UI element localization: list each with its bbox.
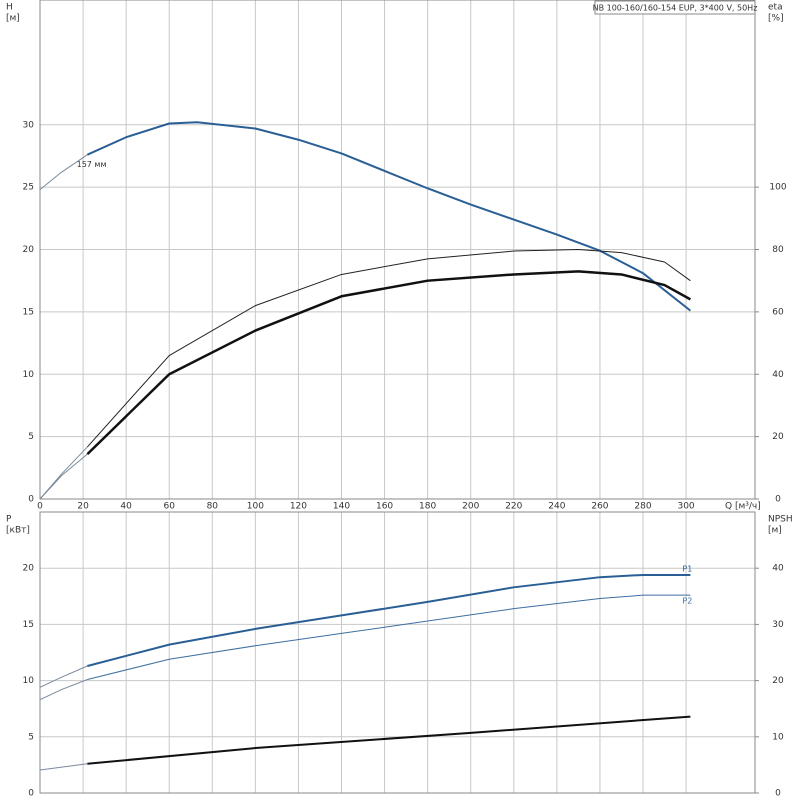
curve	[87, 715, 691, 765]
plot-frame	[39, 511, 756, 794]
curve	[39, 679, 88, 701]
x-tick-label: 140	[333, 502, 350, 512]
y2-tick-label: 20	[772, 676, 784, 686]
x-tick-label: 80	[207, 502, 219, 512]
title-box	[594, 0, 756, 15]
x-tick-label: 0	[37, 502, 43, 512]
y-tick-label: 20	[23, 245, 35, 255]
x-tick-label: 100	[247, 502, 264, 512]
y-tick-label: 20	[23, 564, 35, 574]
x-tick-label: 180	[419, 502, 436, 512]
y2-tick-label: 40	[772, 370, 784, 380]
x-tick-label: 60	[163, 502, 175, 512]
y-tick-label: 5	[28, 732, 34, 742]
y-tick-label: 25	[23, 183, 34, 193]
y2-tick-label: 20	[772, 432, 784, 442]
x-axis-label: Q [м³/ч]	[725, 502, 761, 512]
y2-tick-label: 10	[772, 732, 784, 742]
y-axis-label: [м]	[6, 14, 20, 24]
annotation: 157 мм	[77, 160, 107, 169]
curve	[86, 270, 691, 455]
y-tick-label: 30	[23, 120, 35, 130]
x-tick-label: 300	[677, 502, 694, 512]
y-tick-label: 5	[28, 432, 34, 442]
curve-label: P1	[682, 564, 692, 573]
y-tick-label: 0	[28, 495, 34, 505]
plot-frame	[39, 0, 756, 500]
curve	[39, 665, 88, 688]
y2-tick-label: 40	[772, 564, 784, 574]
y-axis-label: H	[6, 3, 13, 13]
x-tick-label: 240	[548, 502, 565, 512]
y2-tick-label: 0	[775, 789, 781, 799]
y-axis-label: P	[6, 515, 12, 525]
x-tick-label: 20	[77, 502, 89, 512]
x-tick-label: 40	[120, 502, 132, 512]
y2-tick-label: 60	[772, 307, 784, 317]
curve	[86, 121, 692, 312]
curve	[39, 154, 88, 191]
y-tick-label: 15	[23, 307, 34, 317]
curve-label: P2	[682, 597, 692, 606]
y-tick-label: 10	[23, 370, 35, 380]
curve	[87, 594, 691, 680]
x-tick-label: 200	[462, 502, 479, 512]
y2-tick-label: 100	[769, 183, 786, 193]
curve	[87, 573, 691, 667]
y-axis-label: [кВт]	[6, 526, 30, 536]
chart-title: NB 100-160/160-154 EUP, 3*400 V, 50Hz	[593, 4, 758, 13]
curve	[39, 453, 88, 500]
y2-axis-label: [%]	[768, 14, 784, 24]
y2-axis-label: NPSH	[768, 515, 793, 525]
y2-tick-label: 0	[775, 495, 781, 505]
y-tick-label: 15	[23, 620, 34, 630]
y2-tick-label: 30	[772, 620, 784, 630]
y2-axis-label: [м]	[768, 526, 782, 536]
y-tick-label: 0	[28, 789, 34, 799]
curve	[87, 249, 691, 448]
curve	[39, 763, 88, 771]
x-tick-label: 260	[591, 502, 608, 512]
y-tick-label: 10	[23, 676, 35, 686]
x-tick-label: 220	[505, 502, 522, 512]
x-tick-label: 280	[634, 502, 651, 512]
x-tick-label: 120	[290, 502, 307, 512]
x-tick-label: 160	[376, 502, 393, 512]
y2-axis-label: eta	[768, 3, 783, 13]
y2-tick-label: 80	[772, 245, 784, 255]
